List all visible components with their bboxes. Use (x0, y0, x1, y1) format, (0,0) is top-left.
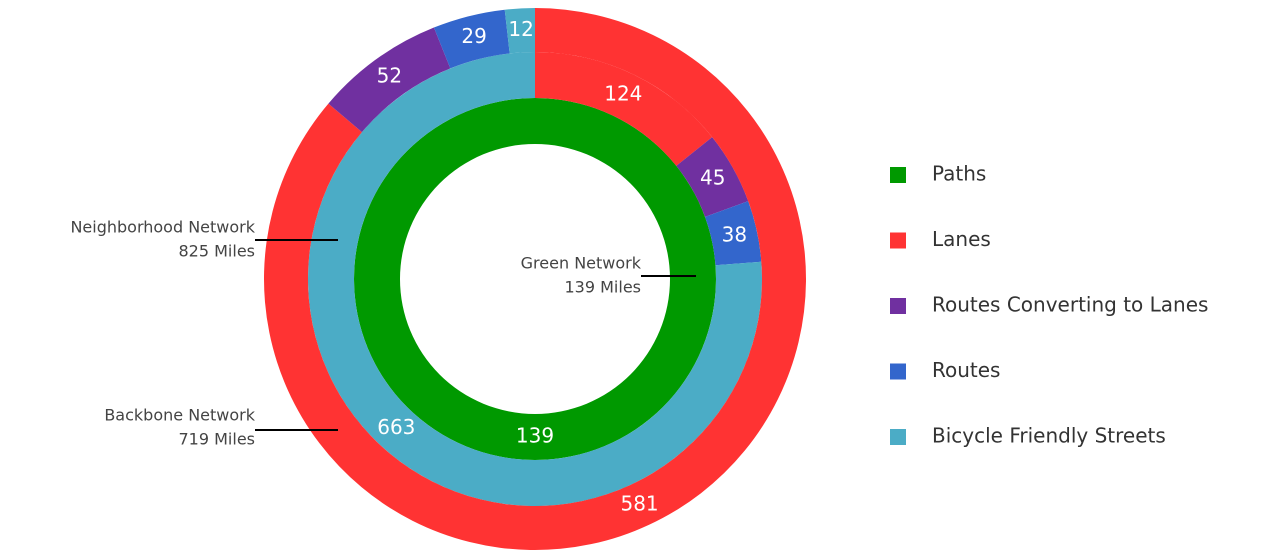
ring-segment (328, 27, 451, 133)
ring-segment (705, 201, 762, 266)
ring-segment (433, 9, 510, 69)
data-label: 581 (620, 491, 658, 515)
legend-swatch (890, 232, 906, 249)
legend-label: Bicycle Friendly Streets (932, 424, 1166, 448)
data-label: 12 (508, 17, 533, 41)
annotation: Backbone Network (104, 406, 255, 425)
legend-swatch (890, 363, 906, 380)
annotation: 139 Miles (565, 278, 642, 297)
legend-label: Paths (932, 162, 986, 186)
legend-swatch (890, 298, 906, 314)
data-label: 124 (604, 82, 642, 106)
ring-segment (676, 137, 749, 217)
data-label: 52 (377, 64, 402, 88)
data-label: 38 (722, 222, 747, 246)
ring-segment (535, 52, 713, 166)
annotation: Green Network (521, 254, 642, 273)
legend-label: Routes (932, 358, 1000, 382)
legend-swatch (890, 167, 906, 183)
ring-segment (504, 8, 535, 54)
annotation: 825 Miles (179, 242, 256, 261)
data-label: 29 (461, 24, 486, 48)
ring-segment (354, 98, 716, 460)
data-label: 45 (700, 165, 725, 189)
legend-label: Routes Converting to Lanes (932, 293, 1208, 317)
data-label: 663 (377, 415, 415, 439)
annotation: 719 Miles (179, 430, 256, 449)
legend-label: Lanes (932, 227, 991, 251)
annotation: Neighborhood Network (70, 218, 255, 237)
legend-swatch (890, 429, 906, 445)
data-label: 139 (516, 424, 554, 448)
